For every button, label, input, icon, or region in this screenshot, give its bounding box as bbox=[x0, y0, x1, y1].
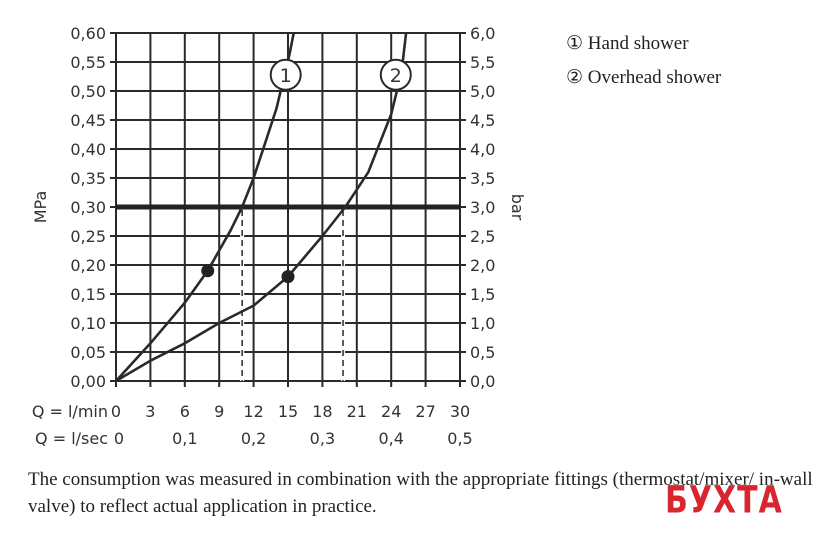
y-tick-label-right: 1,0 bbox=[470, 314, 495, 333]
y-tick-label-right: 0,5 bbox=[470, 343, 495, 362]
series-marker-1 bbox=[201, 264, 215, 278]
x-tick-label: 30 bbox=[450, 402, 470, 421]
x-tick-label: 12 bbox=[243, 402, 263, 421]
x-tick-label: 0 bbox=[111, 402, 121, 421]
legend-entry-overhead-shower: ② Overhead shower bbox=[566, 67, 722, 88]
y-axis-label-right: bar bbox=[508, 194, 527, 221]
legend-entry-hand-shower: ① Hand shower bbox=[566, 33, 689, 54]
caption: The consumption was measured in combinat… bbox=[28, 469, 813, 517]
y-tick-label-right: 5,5 bbox=[470, 53, 495, 72]
series-label-text: 2 bbox=[390, 65, 402, 87]
x-tick-label: 24 bbox=[381, 402, 401, 421]
y-tick-label-left: 0,45 bbox=[70, 111, 106, 130]
y-tick-label-right: 3,0 bbox=[470, 198, 495, 217]
x-tick-label: 18 bbox=[312, 402, 332, 421]
y-tick-label-right: 4,5 bbox=[470, 111, 495, 130]
x2-tick-label: 0,1 bbox=[172, 429, 197, 448]
y-axis-label-left: MPa bbox=[31, 191, 50, 224]
x2-tick-label: 0,5 bbox=[447, 429, 472, 448]
y-tick-label-right: 1,5 bbox=[470, 285, 495, 304]
series-label-circle bbox=[269, 58, 302, 91]
y-tick-label-left: 0,15 bbox=[70, 285, 106, 304]
series-label-text: 1 bbox=[280, 65, 292, 87]
series-marker-2 bbox=[281, 270, 295, 284]
x2-tick-label: 0,4 bbox=[378, 429, 403, 448]
series-line-2 bbox=[115, 32, 408, 383]
watermark-logo: БУХТА bbox=[665, 478, 783, 523]
y-tick-label-left: 0,55 bbox=[70, 53, 106, 72]
y-tick-label-left: 0,25 bbox=[70, 227, 106, 246]
x-tick-label: 21 bbox=[347, 402, 367, 421]
x-axis-label-lsec: Q = l/sec bbox=[35, 429, 108, 448]
y-tick-label-left: 0,50 bbox=[70, 82, 106, 101]
x-tick-label: 6 bbox=[180, 402, 190, 421]
y-tick-label-right: 2,5 bbox=[470, 227, 495, 246]
x-tick-label: 3 bbox=[145, 402, 155, 421]
y-tick-label-left: 0,40 bbox=[70, 140, 106, 159]
x-tick-label: 15 bbox=[278, 402, 298, 421]
y-tick-label-left: 0,10 bbox=[70, 314, 106, 333]
x-tick-label: 9 bbox=[214, 402, 224, 421]
y-tick-label-left: 0,60 bbox=[70, 24, 106, 43]
y-tick-label-left: 0,20 bbox=[70, 256, 106, 275]
x2-tick-label: 0,2 bbox=[241, 429, 266, 448]
y-tick-label-right: 3,5 bbox=[470, 169, 495, 188]
y-tick-label-right: 4,0 bbox=[470, 140, 495, 159]
x2-tick-label: 0,3 bbox=[310, 429, 335, 448]
y-tick-label-left: 0,35 bbox=[70, 169, 106, 188]
y-tick-label-left: 0,00 bbox=[70, 372, 106, 391]
y-tick-label-right: 0,0 bbox=[470, 372, 495, 391]
x2-tick-label: 0 bbox=[114, 429, 124, 448]
x-tick-label: 27 bbox=[415, 402, 435, 421]
y-tick-label-left: 0,05 bbox=[70, 343, 106, 362]
y-tick-label-left: 0,30 bbox=[70, 198, 106, 217]
y-tick-label-right: 5,0 bbox=[470, 82, 495, 101]
x-axis-label-lmin: Q = l/min bbox=[32, 402, 108, 421]
y-tick-label-right: 6,0 bbox=[470, 24, 495, 43]
series-label-circle bbox=[379, 58, 412, 91]
y-tick-label-right: 2,0 bbox=[470, 256, 495, 275]
